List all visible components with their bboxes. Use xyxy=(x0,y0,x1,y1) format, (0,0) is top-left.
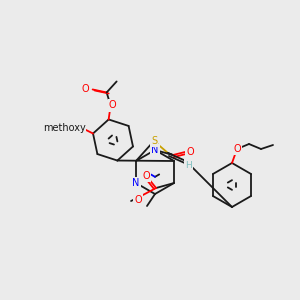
Text: O: O xyxy=(186,147,194,157)
Text: N: N xyxy=(151,145,159,155)
Text: O: O xyxy=(82,85,89,94)
Text: O: O xyxy=(233,144,241,154)
Text: O: O xyxy=(142,171,150,181)
Text: N: N xyxy=(132,178,140,188)
Text: H: H xyxy=(186,160,192,169)
Text: O: O xyxy=(109,100,116,110)
Text: O: O xyxy=(134,195,142,205)
Text: O: O xyxy=(77,122,85,133)
Text: S: S xyxy=(151,136,157,146)
Text: methoxy: methoxy xyxy=(43,122,86,133)
